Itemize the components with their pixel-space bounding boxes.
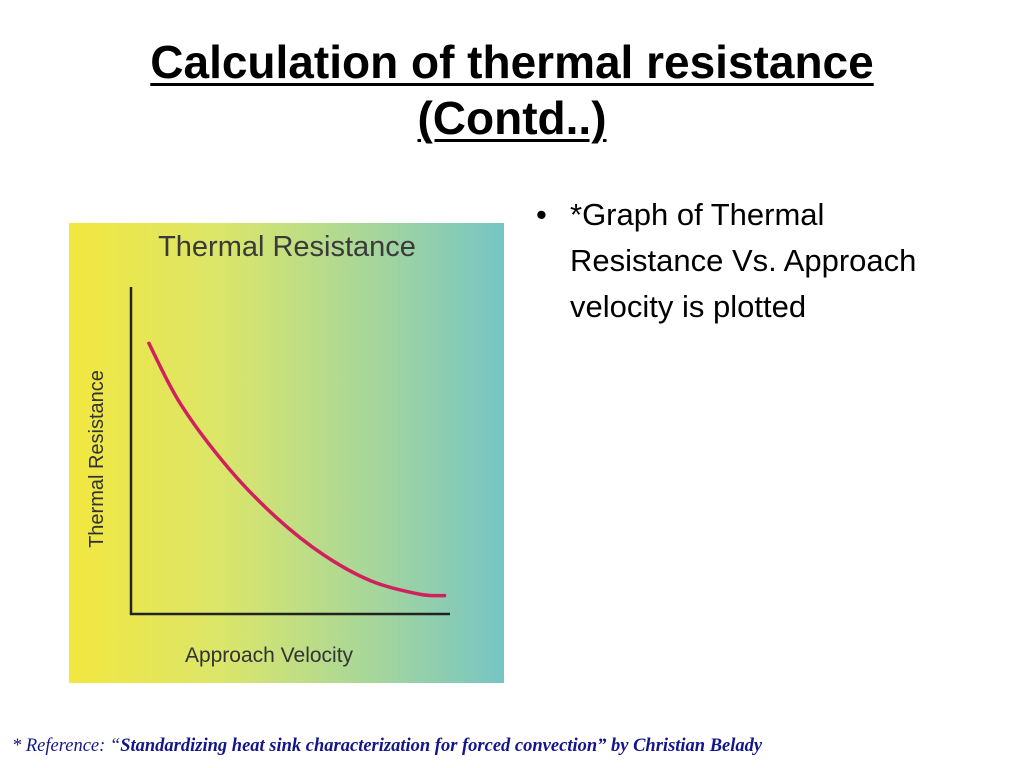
series-line-thermal-resistance bbox=[147, 341, 447, 598]
x-axis-label: Approach Velocity bbox=[185, 644, 354, 667]
footnote-reference-title: Standardizing heat sink characterization… bbox=[120, 736, 763, 756]
slide-title-line-1: Calculation of thermal resistance bbox=[150, 36, 874, 88]
bullet-text: *Graph of Thermal Resistance Vs. Approac… bbox=[570, 197, 917, 324]
chart-title: Thermal Resistance bbox=[158, 231, 416, 263]
slide-title: Calculation of thermal resistance (Contd… bbox=[0, 34, 1024, 146]
thermal-resistance-chart: Thermal Resistance Thermal Resistance Ap… bbox=[69, 223, 504, 683]
chart-svg: Thermal Resistance Thermal Resistance Ap… bbox=[86, 231, 450, 667]
footnote-asterisk: * bbox=[12, 736, 22, 756]
slide-title-line-2: (Contd..) bbox=[417, 92, 607, 144]
footnote-prefix: Reference: “ bbox=[21, 736, 121, 756]
bullet-item: • *Graph of Thermal Resistance Vs. Appro… bbox=[530, 192, 970, 330]
reference-footnote: * Reference: “Standardizing heat sink ch… bbox=[12, 736, 1017, 757]
bullet-list: • *Graph of Thermal Resistance Vs. Appro… bbox=[530, 192, 970, 330]
bullet-marker: • bbox=[536, 197, 547, 232]
y-axis-label: Thermal Resistance bbox=[86, 370, 108, 548]
